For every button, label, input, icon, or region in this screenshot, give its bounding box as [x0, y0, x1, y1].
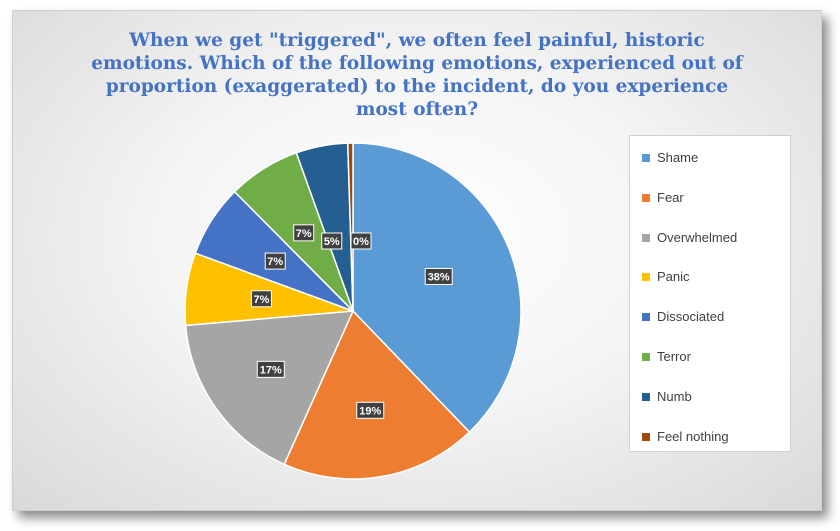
svg-text:19%: 19%	[359, 405, 381, 417]
legend-label: Dissociated	[657, 309, 725, 325]
legend-label: Feel nothing	[657, 428, 729, 444]
legend-swatch	[642, 392, 650, 401]
svg-text:5%: 5%	[324, 236, 340, 248]
legend-label: Panic	[657, 269, 690, 285]
legend-item: Panic	[630, 269, 790, 309]
legend-label: Fear	[657, 189, 684, 205]
svg-text:0%: 0%	[353, 236, 369, 248]
legend-swatch	[642, 233, 650, 242]
data-label: 7%	[250, 290, 272, 308]
legend-label: Overwhelmed	[657, 229, 738, 245]
legend-item: Numb	[630, 389, 790, 429]
svg-text:7%: 7%	[296, 228, 312, 240]
legend-swatch	[642, 352, 650, 361]
pie-slice-fear	[283, 309, 471, 480]
legend-item: Feel nothing	[630, 429, 790, 469]
legend-item: Fear	[630, 190, 790, 230]
chart-title: When we get "triggered", we often feel p…	[13, 29, 821, 121]
svg-text:17%: 17%	[260, 364, 282, 376]
chart-title-line: emotions. Which of the following emotion…	[91, 53, 743, 74]
chart-title-line: When we get "triggered", we often feel p…	[129, 30, 705, 51]
legend-item: Terror	[630, 349, 790, 389]
legend-item: Dissociated	[630, 309, 790, 349]
legend-swatch	[642, 193, 650, 202]
data-label: 0%	[350, 232, 372, 250]
pie-slice-overwhelmed	[184, 310, 355, 466]
chart-title-line: proportion (exaggerated) to the incident…	[105, 76, 729, 97]
legend-item: Overwhelmed	[630, 230, 790, 270]
pie-slice-shame	[352, 142, 522, 434]
data-label: 38%	[424, 267, 453, 285]
legend-label: Terror	[657, 348, 691, 364]
legend: Shame Fear Overwhelmed Panic Dissociated Terr…	[629, 135, 791, 452]
chart-title-line: most often?	[355, 99, 479, 120]
pie-chart: 38% 19% 17% 7% 7% 7% 5% 0%	[184, 142, 522, 480]
legend-item: Shame	[630, 150, 790, 190]
legend-swatch	[642, 313, 650, 322]
chart-area: When we get "triggered", we often feel p…	[12, 10, 822, 511]
pie-slice-feel-nothing	[346, 142, 354, 312]
data-label: 17%	[256, 360, 285, 378]
data-label: 19%	[356, 401, 385, 419]
data-label: 5%	[321, 232, 343, 250]
legend-swatch	[642, 432, 650, 441]
svg-text:7%: 7%	[253, 294, 269, 306]
legend-swatch	[642, 273, 650, 282]
legend-swatch	[642, 154, 650, 162]
data-label: 7%	[293, 224, 315, 242]
data-label: 7%	[264, 252, 286, 270]
svg-text:7%: 7%	[267, 256, 283, 268]
legend-label: Shame	[657, 150, 699, 165]
legend-label: Numb	[657, 388, 692, 404]
svg-text:38%: 38%	[428, 271, 450, 283]
